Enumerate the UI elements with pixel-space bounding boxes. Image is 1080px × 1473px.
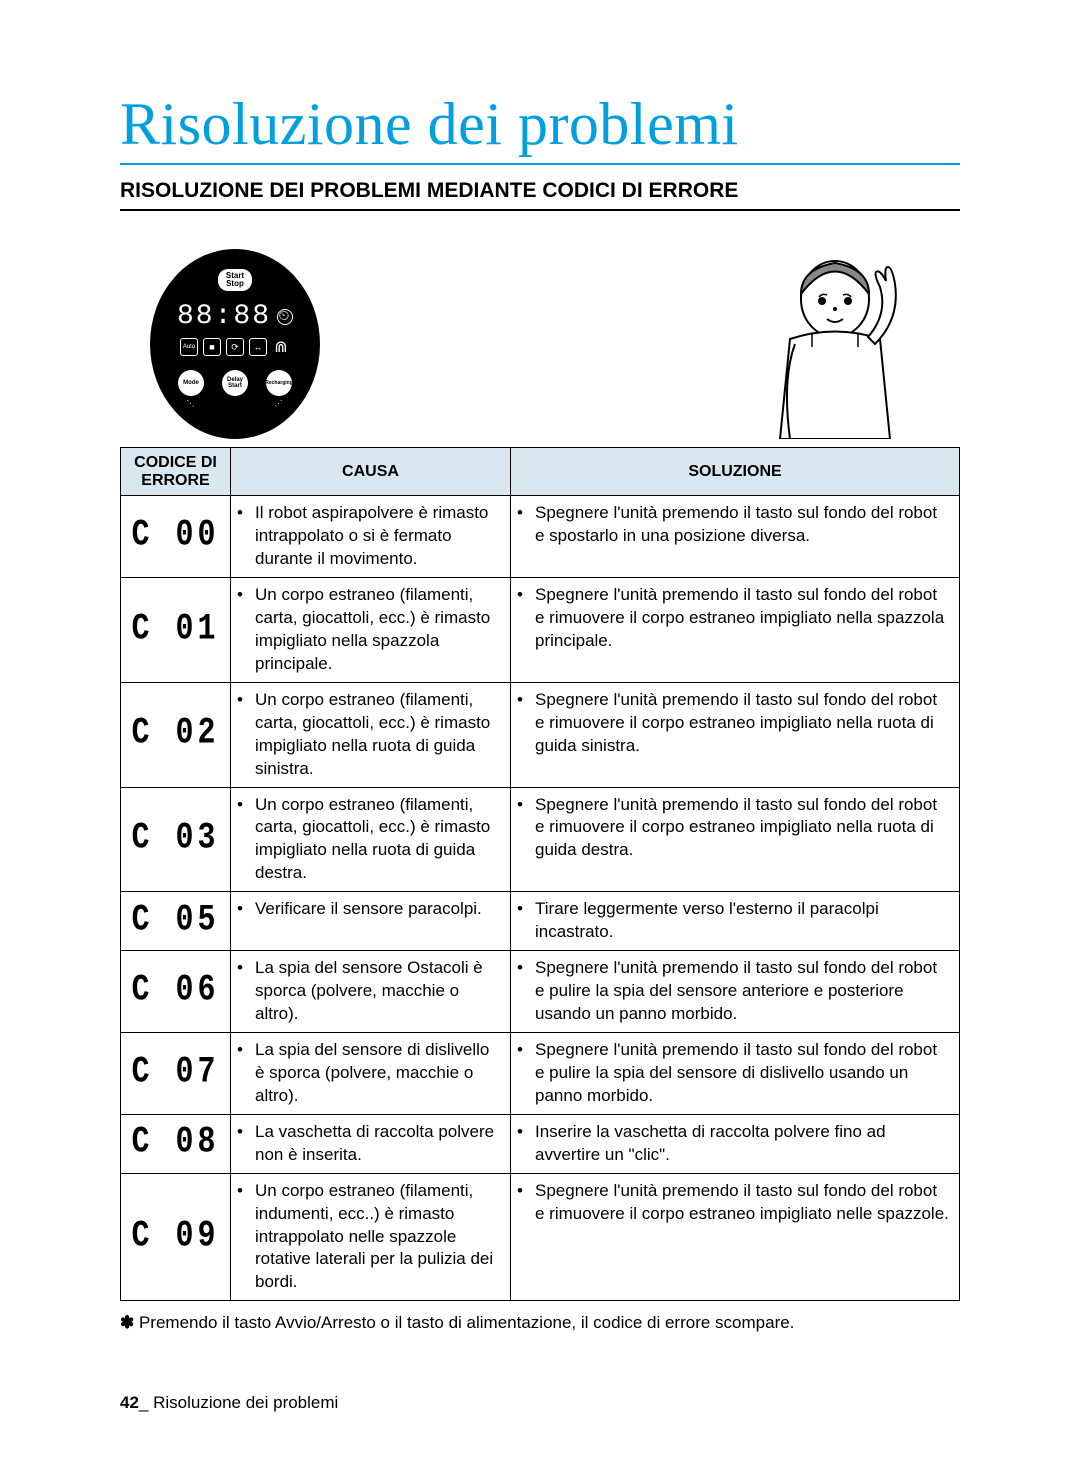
error-code: C 01 (131, 605, 219, 656)
cause-text: La spia del sensore Ostacoli è sporca (p… (251, 957, 502, 1026)
error-code-cell: C 03 (121, 787, 231, 892)
table-row: C 00 Il robot aspirapolvere è rimasto int… (121, 496, 960, 578)
max-icon: ⟳ (226, 338, 244, 356)
page-footer: 42_ Risoluzione dei problemi (120, 1393, 960, 1413)
recharge-dots-icon: ⋰ (275, 399, 284, 408)
table-row: C 01 Un corpo estraneo (filamenti, carta,… (121, 578, 960, 683)
cause-cell: La spia del sensore Ostacoli è sporca (p… (231, 951, 511, 1033)
solution-text: Spegnere l'unità premendo il tasto sul f… (531, 584, 951, 653)
footnote: ✽ Premendo il tasto Avvio/Arresto o il t… (120, 1313, 960, 1333)
solution-text: Spegnere l'unità premendo il tasto sul f… (531, 689, 951, 758)
section-heading: RISOLUZIONE DEI PROBLEMI MEDIANTE CODICI… (120, 179, 960, 211)
cause-cell: Verificare il sensore paracolpi. (231, 892, 511, 951)
person-illustration (740, 239, 930, 439)
table-row: C 03 Un corpo estraneo (filamenti, carta,… (121, 787, 960, 892)
mode-dots-icon: ⋱ (187, 399, 196, 408)
error-code-cell: C 07 (121, 1032, 231, 1114)
error-code: C 05 (131, 896, 219, 947)
error-code: C 07 (131, 1048, 219, 1099)
cause-cell: Un corpo estraneo (filamenti, carta, gio… (231, 682, 511, 787)
solution-cell: Spegnere l'unità premendo il tasto sul f… (511, 496, 960, 578)
error-code-table: CODICE DIERRORE CAUSA SOLUZIONE C 00 Il r… (120, 447, 960, 1301)
header-solution: SOLUZIONE (511, 448, 960, 496)
control-panel-illustration: Start Stop 88:88 ⏲ Auto ■ ⟳ ↔ ⋒ Mode ⋱ D… (150, 249, 320, 439)
mode-button: Mode ⋱ (178, 370, 204, 408)
solution-cell: Tirare leggermente verso l'esterno il pa… (511, 892, 960, 951)
mode-button-label: Mode (178, 370, 204, 396)
solution-cell: Spegnere l'unità premendo il tasto sul f… (511, 682, 960, 787)
page-number: 42 (120, 1393, 139, 1412)
table-row: C 08 La vaschetta di raccolta polvere non… (121, 1114, 960, 1173)
solution-text: Spegnere l'unità premendo il tasto sul f… (531, 502, 951, 548)
manual-icon: ↔ (249, 338, 267, 356)
error-code: C 08 (131, 1118, 219, 1169)
solution-cell: Spegnere l'unità premendo il tasto sul f… (511, 951, 960, 1033)
solution-text: Spegnere l'unità premendo il tasto sul f… (531, 794, 951, 863)
cause-text: Un corpo estraneo (filamenti, indumenti,… (251, 1180, 502, 1295)
solution-text: Spegnere l'unità premendo il tasto sul f… (531, 957, 951, 1026)
panel-bottom-buttons: Mode ⋱ Delay Start Recharging ⋰ (178, 370, 292, 408)
footnote-text: Premendo il tasto Avvio/Arresto o il tas… (139, 1313, 794, 1332)
mode-icon-row: Auto ■ ⟳ ↔ ⋒ (180, 338, 290, 356)
error-code-cell: C 08 (121, 1114, 231, 1173)
cause-cell: Il robot aspirapolvere è rimasto intrapp… (231, 496, 511, 578)
page-title: Risoluzione dei problemi (120, 90, 960, 165)
asterisk-icon: ✽ (120, 1313, 139, 1332)
solution-cell: Spegnere l'unità premendo il tasto sul f… (511, 1173, 960, 1301)
cause-text: Verificare il sensore paracolpi. (251, 898, 502, 921)
error-code-cell: C 09 (121, 1173, 231, 1301)
header-code: CODICE DIERRORE (121, 448, 231, 496)
recharging-label: Recharging (266, 370, 292, 396)
error-code: C 03 (131, 814, 219, 865)
solution-cell: Spegnere l'unità premendo il tasto sul f… (511, 578, 960, 683)
cause-cell: Un corpo estraneo (filamenti, carta, gio… (231, 787, 511, 892)
cause-text: Un corpo estraneo (filamenti, carta, gio… (251, 689, 502, 781)
error-code: C 09 (131, 1212, 219, 1263)
solution-text: Tirare leggermente verso l'esterno il pa… (531, 898, 951, 944)
spot-icon: ■ (203, 338, 221, 356)
solution-cell: Spegnere l'unità premendo il tasto sul f… (511, 1032, 960, 1114)
illustration-row: Start Stop 88:88 ⏲ Auto ■ ⟳ ↔ ⋒ Mode ⋱ D… (120, 239, 960, 439)
edge-icon: ⋒ (272, 338, 290, 356)
error-code: C 00 (131, 511, 219, 562)
error-code-cell: C 00 (121, 496, 231, 578)
error-code: C 02 (131, 709, 219, 760)
table-row: C 02 Un corpo estraneo (filamenti, carta,… (121, 682, 960, 787)
table-header-row: CODICE DIERRORE CAUSA SOLUZIONE (121, 448, 960, 496)
cause-text: Un corpo estraneo (filamenti, carta, gio… (251, 794, 502, 886)
recharging-button: Recharging ⋰ (266, 370, 292, 408)
cause-text: Il robot aspirapolvere è rimasto intrapp… (251, 502, 502, 571)
delay-start-label: Delay Start (222, 370, 248, 396)
table-row: C 09 Un corpo estraneo (filamenti, indume… (121, 1173, 960, 1301)
cause-cell: Un corpo estraneo (filamenti, indumenti,… (231, 1173, 511, 1301)
cause-cell: Un corpo estraneo (filamenti, carta, gio… (231, 578, 511, 683)
delay-start-button: Delay Start (222, 370, 248, 408)
cause-text: Un corpo estraneo (filamenti, carta, gio… (251, 584, 502, 676)
header-cause: CAUSA (231, 448, 511, 496)
cause-text: La spia del sensore di dislivello è spor… (251, 1039, 502, 1108)
start-stop-button: Start Stop (218, 269, 252, 291)
table-row: C 06 La spia del sensore Ostacoli è sporc… (121, 951, 960, 1033)
error-code-cell: C 02 (121, 682, 231, 787)
solution-text: Spegnere l'unità premendo il tasto sul f… (531, 1039, 951, 1108)
cause-cell: La vaschetta di raccolta polvere non è i… (231, 1114, 511, 1173)
footer-label: _ Risoluzione dei problemi (139, 1393, 338, 1412)
error-code-cell: C 05 (121, 892, 231, 951)
solution-cell: Inserire la vaschetta di raccolta polver… (511, 1114, 960, 1173)
table-row: C 05 Verificare il sensore paracolpi. Tira… (121, 892, 960, 951)
cause-text: La vaschetta di raccolta polvere non è i… (251, 1121, 502, 1167)
error-code-cell: C 06 (121, 951, 231, 1033)
error-code-cell: C 01 (121, 578, 231, 683)
error-code: C 06 (131, 966, 219, 1017)
auto-icon: Auto (180, 338, 198, 356)
digital-display: 88:88 ⏲ (177, 301, 293, 332)
display-digits: 88:88 (177, 301, 271, 332)
cause-cell: La spia del sensore di dislivello è spor… (231, 1032, 511, 1114)
solution-text: Spegnere l'unità premendo il tasto sul f… (531, 1180, 951, 1226)
table-row: C 07 La spia del sensore di dislivello è … (121, 1032, 960, 1114)
solution-text: Inserire la vaschetta di raccolta polver… (531, 1121, 951, 1167)
clock-icon: ⏲ (277, 309, 293, 325)
solution-cell: Spegnere l'unità premendo il tasto sul f… (511, 787, 960, 892)
